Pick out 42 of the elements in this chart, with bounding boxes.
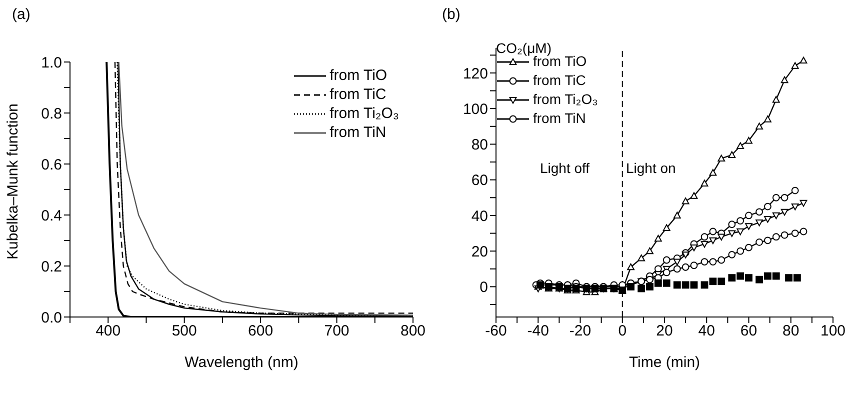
legend-label: from Ti₂O₃ — [533, 90, 598, 109]
y-tick-label: 120 — [462, 65, 488, 82]
x-tick-label: -40 — [527, 322, 549, 340]
y-tick-label: 0 — [480, 279, 488, 296]
y-tick-label: 20 — [471, 243, 488, 260]
x-tick-label: 500 — [172, 322, 197, 340]
x-tick-label: 80 — [782, 322, 800, 340]
y-tick-label: 80 — [471, 136, 488, 154]
y-axis-title: CO₂(μM) — [496, 40, 552, 56]
legend-label: from TiC — [533, 71, 586, 90]
x-tick-label: 40 — [698, 322, 715, 340]
annotation: Light on — [626, 160, 676, 176]
y-tick-label: 0.4 — [41, 207, 62, 224]
x-tick-label: 100 — [820, 322, 846, 340]
chart-title: (a) — [12, 6, 30, 23]
x-tick-label: 600 — [248, 322, 274, 340]
x-tick-label: -20 — [569, 322, 592, 340]
x-tick-label: 800 — [400, 322, 426, 340]
legend-label: from TiC — [330, 85, 386, 104]
chart-title: (b) — [442, 6, 460, 23]
x-tick-label: 0 — [618, 322, 627, 340]
x-tick-label: 400 — [96, 322, 121, 340]
y-tick-label: 40 — [471, 208, 488, 225]
y-tick-label: 0.0 — [41, 309, 62, 326]
y-axis-title: Kubelka–Munk function — [4, 104, 22, 260]
legend-label: from TiN — [533, 109, 586, 128]
x-axis-title: Wavelength (nm) — [184, 354, 298, 371]
x-tick-label: 60 — [740, 322, 758, 340]
y-tick-label: 0.6 — [41, 156, 62, 174]
y-tick-label: 0.2 — [41, 258, 62, 276]
y-tick-label: 0.8 — [41, 105, 62, 122]
y-tick-label: 1.0 — [41, 54, 62, 72]
x-tick-label: -60 — [485, 322, 507, 340]
x-axis-title: Time (min) — [628, 354, 700, 371]
y-tick-label: 60 — [471, 172, 488, 190]
legend-label: from TiO — [330, 66, 388, 85]
legend-label: from TiN — [330, 123, 386, 142]
annotation: Light off — [540, 160, 590, 176]
legend-label: from Ti₂O₃ — [330, 104, 399, 123]
y-tick-label: 100 — [462, 100, 488, 118]
x-tick-label: 700 — [324, 322, 350, 340]
x-tick-label: 20 — [656, 322, 673, 340]
